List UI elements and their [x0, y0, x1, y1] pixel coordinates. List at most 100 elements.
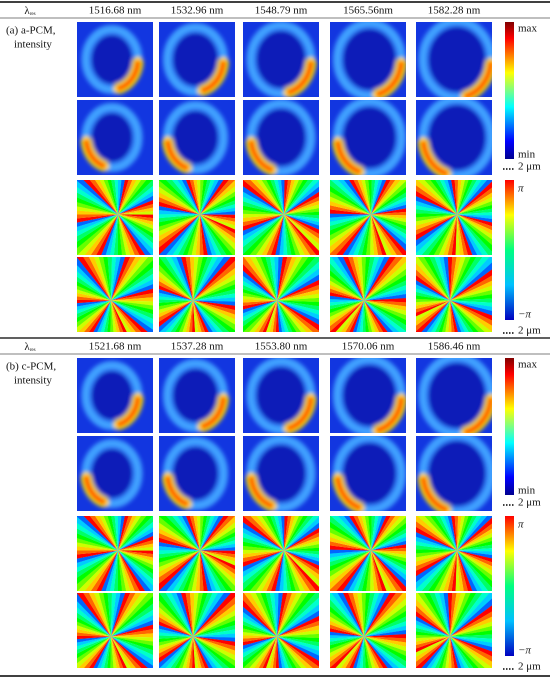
phase-wedge	[349, 516, 371, 551]
intensity-map	[159, 100, 235, 175]
phase-wedge	[371, 517, 406, 551]
core	[92, 449, 132, 498]
phase-wedge	[416, 636, 450, 662]
phase-wedge	[274, 257, 279, 301]
phase-map	[330, 516, 406, 591]
phase-wedge	[159, 636, 193, 646]
phase-wedge	[284, 547, 319, 552]
phase-wedge	[371, 547, 406, 552]
phase-wedge	[448, 636, 452, 668]
phase-wedge	[450, 636, 455, 668]
glow	[418, 358, 492, 433]
phase-wedge	[371, 187, 406, 215]
phase-wedge	[284, 544, 319, 551]
lobe-inner	[286, 396, 314, 431]
phase-wedge	[277, 633, 319, 639]
phase-wedge	[103, 300, 111, 332]
phase-wedge	[196, 180, 201, 215]
phase-wedge	[159, 541, 200, 551]
phase-wedge	[443, 180, 457, 215]
core	[173, 369, 218, 422]
phase-wedge	[159, 209, 200, 215]
core	[429, 363, 485, 428]
phase-wedge	[118, 214, 152, 255]
lambda-symbol: λ	[24, 5, 30, 17]
phase-wedge	[189, 516, 200, 551]
phase-wedge	[243, 550, 284, 591]
phase-map	[159, 257, 235, 332]
phase-wedge	[200, 547, 235, 551]
phase-wedge	[277, 597, 319, 637]
phase-wedge	[111, 257, 121, 301]
phase-wedge	[111, 297, 153, 302]
phase-wedge	[159, 549, 200, 555]
phase-wedge	[200, 550, 235, 591]
phase-wedge	[111, 300, 117, 332]
phase-wedge	[83, 516, 118, 551]
phase-map	[77, 593, 153, 668]
phase-map	[243, 180, 319, 255]
phase-wedge	[118, 521, 153, 551]
phase-wedge	[330, 300, 364, 332]
phase-wedge	[193, 625, 235, 637]
phase-map	[243, 257, 319, 332]
colorbar-max: π	[518, 183, 524, 195]
phase-wedge	[416, 214, 457, 231]
phase-wedge	[416, 550, 457, 571]
phase-wedge	[111, 300, 153, 332]
phase-wedge	[364, 257, 406, 301]
phase-wedge	[416, 300, 450, 326]
phase-wedge	[196, 516, 201, 551]
phase-wedge	[77, 214, 118, 219]
phase-wedge	[457, 523, 492, 551]
phase-wedge	[110, 300, 114, 332]
phase-wedge	[77, 516, 118, 551]
phase-wedge	[270, 516, 284, 551]
lambda-header: λres	[24, 341, 35, 354]
phase-wedge	[277, 300, 319, 332]
phase-wedge	[200, 200, 235, 215]
phase-wedge	[416, 593, 450, 637]
phase-map	[416, 180, 492, 255]
phase-wedge	[435, 180, 457, 215]
phase-wedge	[77, 550, 118, 555]
core	[343, 365, 396, 426]
phase-wedge	[176, 593, 193, 637]
phase-wedge	[243, 636, 277, 643]
phase-wedge	[185, 257, 193, 301]
phase-wedge	[159, 214, 200, 255]
phase-wedge	[416, 550, 457, 562]
phase-wedge	[284, 516, 319, 551]
intensity-map	[77, 358, 153, 433]
phase-wedge	[364, 625, 406, 637]
phase-map	[416, 516, 492, 591]
phase-wedge	[450, 636, 474, 668]
phase-wedge	[364, 516, 371, 551]
phase-wedge	[77, 636, 111, 643]
phase-wedge	[330, 549, 371, 554]
phase-map	[243, 593, 319, 668]
phase-wedge	[277, 636, 286, 668]
phase-wedge	[364, 261, 406, 301]
glow	[246, 22, 317, 97]
phase-wedge	[159, 550, 200, 591]
phase-wedge	[193, 629, 235, 637]
phase-wedge	[193, 620, 235, 637]
phase-wedge	[277, 180, 284, 215]
phase-wedge	[416, 300, 450, 306]
phase-wedge	[455, 550, 460, 591]
colorbar-min: −π	[518, 309, 531, 321]
phase-wedge	[457, 214, 473, 255]
phase-wedge	[77, 300, 111, 323]
phase-wedge	[443, 593, 450, 637]
phase-wedge	[111, 300, 153, 306]
phase-wedge	[77, 628, 111, 637]
core	[257, 31, 305, 88]
phase-wedge	[416, 300, 450, 310]
phase-wedge	[77, 300, 111, 311]
phase-wedge	[270, 180, 284, 215]
phase-wedge	[243, 214, 284, 231]
phase-wedge	[199, 550, 204, 591]
phase-wedge	[111, 636, 120, 668]
phase-wedge	[284, 200, 319, 215]
